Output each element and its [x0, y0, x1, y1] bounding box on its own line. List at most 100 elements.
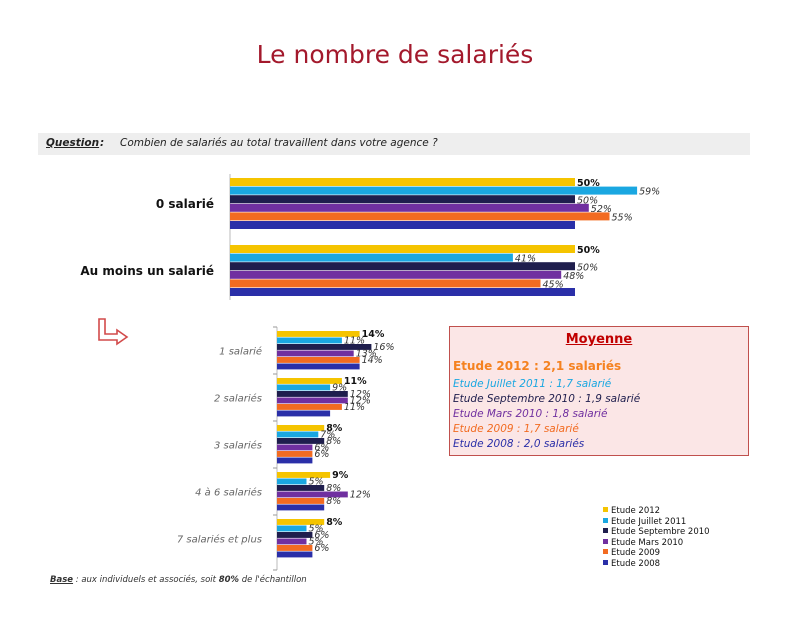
bar: [277, 491, 348, 498]
average-line: Etude 2008 : 2,0 salariés: [453, 438, 585, 450]
legend-swatch: [603, 559, 608, 565]
legend-swatch: [603, 538, 608, 544]
average-line: Etude 2012 : 2,1 salariés: [453, 359, 622, 373]
legend-label: Etude Septembre 2010: [611, 527, 710, 538]
legend: Etude 2012 Etude Juillet 2011 Etude Sept…: [603, 506, 710, 570]
bar: [277, 472, 331, 478]
page-title: Le nombre de salariés: [256, 40, 534, 69]
value-label: 14%: [362, 329, 385, 340]
value-label: 13%: [356, 349, 377, 360]
value-label: 5%: [309, 477, 324, 488]
base-text: de l'échantillon: [239, 575, 307, 585]
legend-item: Etude Septembre 2010: [603, 527, 710, 538]
bar: [277, 397, 348, 404]
bar: [277, 504, 325, 511]
legend-swatch: [603, 507, 608, 512]
bar: [230, 212, 610, 221]
bar: [230, 245, 575, 253]
legend-item: Etude Mars 2010: [603, 538, 710, 549]
value-label: 50%: [577, 178, 600, 189]
bar: [277, 378, 342, 384]
value-label: 7%: [320, 430, 335, 441]
bar: [277, 431, 319, 438]
value-label: 9%: [332, 470, 349, 481]
bar: [277, 363, 360, 370]
bar: [277, 545, 313, 551]
legend-label: Etude 2008: [611, 558, 661, 569]
value-label: 6%: [314, 530, 329, 541]
category-label: 1 salarié: [219, 346, 262, 358]
value-label: 48%: [563, 271, 584, 282]
bar: [277, 438, 325, 444]
value-label: 50%: [577, 245, 600, 256]
base-note: Base : aux individuels et associés, soit…: [50, 575, 307, 585]
legend-item: Etude 2012: [603, 506, 710, 517]
legend-swatch: [603, 528, 608, 534]
value-label: 11%: [344, 376, 367, 387]
value-label: 11%: [344, 336, 365, 347]
value-label: 6%: [314, 449, 329, 460]
bar: [277, 350, 354, 357]
question-colon: :: [100, 137, 105, 149]
value-label: 6%: [314, 443, 329, 454]
value-label: 5%: [309, 524, 324, 535]
value-label: 14%: [362, 355, 383, 366]
bar: [277, 331, 360, 337]
legend-swatch: [603, 549, 608, 555]
average-line: Etude Juillet 2011 : 1,7 salarié: [453, 378, 612, 390]
bar: [277, 425, 325, 431]
average-line: Etude Septembre 2010 : 1,9 salarié: [453, 393, 641, 405]
bar: [230, 270, 562, 279]
question-label: Question: [46, 137, 100, 149]
question-band: Question : Combien de salariés au total …: [38, 133, 750, 155]
value-label: 8%: [326, 496, 341, 507]
value-label: 11%: [344, 402, 365, 413]
bar: [230, 221, 575, 229]
category-label: 4 à 6 salariés: [195, 487, 262, 499]
bar: [277, 391, 348, 397]
bar: [277, 344, 372, 350]
legend-item: Etude Juillet 2011: [603, 517, 710, 528]
bar: [277, 551, 313, 558]
average-box: Moyenne Etude 2012 : 2,1 salariés Etude …: [449, 326, 749, 456]
average-line: Etude 2009 : 1,7 salarié: [453, 423, 579, 435]
value-label: 8%: [326, 517, 343, 528]
base-percent: 80%: [218, 575, 240, 585]
bar: [277, 457, 313, 464]
bar: [277, 410, 331, 417]
average-line: Etude Mars 2010 : 1,8 salarié: [453, 408, 608, 420]
legend-label: Etude Mars 2010: [611, 537, 684, 548]
bar: [277, 532, 313, 538]
value-label: 5%: [309, 537, 324, 548]
value-label: 45%: [543, 280, 564, 291]
value-label: 55%: [612, 213, 633, 224]
category-label: 3 salariés: [214, 440, 262, 452]
bar: [230, 186, 638, 195]
value-label: 8%: [326, 423, 343, 434]
arrow-down-right-icon: [98, 318, 129, 346]
legend-item: Etude 2009: [603, 548, 710, 559]
category-label: 2 salariés: [214, 393, 262, 405]
bar: [230, 279, 541, 288]
legend-label: Etude Juillet 2011: [611, 516, 687, 527]
value-label: 59%: [639, 187, 660, 198]
bar: [277, 404, 342, 410]
legend-label: Etude 2009: [611, 548, 661, 559]
value-label: 50%: [577, 195, 598, 206]
average-title: Moyenne: [565, 332, 633, 347]
bar: [277, 538, 307, 545]
bar: [277, 357, 360, 363]
bar: [277, 444, 313, 451]
bar: [230, 178, 575, 186]
bar: [277, 337, 342, 344]
bar: [277, 498, 325, 504]
value-label: 41%: [515, 254, 536, 265]
value-label: 8%: [326, 436, 341, 447]
bar: [277, 478, 307, 485]
question-text: Combien de salariés au total travaillent…: [120, 137, 438, 149]
bar: [277, 519, 325, 525]
bar: [230, 262, 575, 271]
base-text: : aux individuels et associés, soit: [73, 575, 219, 585]
